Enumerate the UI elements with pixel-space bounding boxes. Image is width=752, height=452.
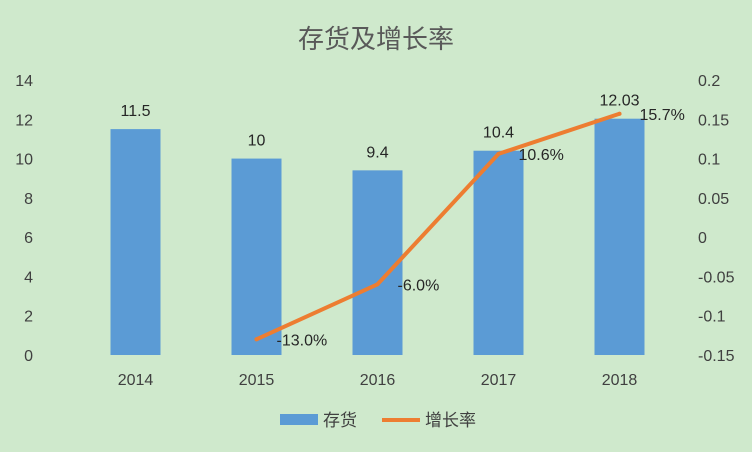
line-data-labels: -13.0% -6.0% 10.6% 15.7% [277,107,685,349]
bar-2017 [473,150,524,355]
right-tick-0.2: 0.2 [698,73,720,90]
left-tick-12: 12 [15,112,33,129]
line-point-2016 [375,282,380,287]
bar-2015 [231,158,282,355]
line-label-2018: 15.7% [640,107,685,124]
right-tick-0.1: 0.1 [698,152,720,169]
right-tick--0.05: -0.05 [698,269,735,286]
left-tick-6: 6 [24,230,33,247]
left-tick-10: 10 [15,152,33,169]
bar-label-2018: 12.03 [599,93,639,110]
legend-swatch-bar [280,414,318,425]
right-tick--0.15: -0.15 [698,348,735,365]
bar-label-2017: 10.4 [483,125,514,142]
bar-2018 [594,118,645,355]
growth-rate-line [254,111,622,342]
bar-2016 [352,170,403,355]
right-tick-0: 0 [698,230,707,247]
bar-data-labels: 11.5 10 9.4 10.4 12.03 [121,93,640,162]
chart-title: 存货及增长率 [298,25,454,55]
bar-label-2014: 11.5 [121,103,151,120]
left-tick-4: 4 [24,269,33,286]
x-tick-2015: 2015 [239,372,275,389]
x-axis-ticks: 2014 2015 2016 2017 2018 [118,372,638,389]
x-tick-2014: 2014 [118,372,154,389]
legend-label-line: 增长率 [425,411,476,431]
left-tick-14: 14 [15,73,33,90]
right-tick--0.1: -0.1 [698,309,726,326]
left-tick-8: 8 [24,191,33,208]
right-axis-ticks: -0.15 -0.1 -0.05 0 0.05 0.1 0.15 0.2 [698,73,735,365]
bar-2014 [110,129,161,355]
line-series [254,111,622,342]
legend: 存货 增长率 [280,411,476,431]
line-point-2015 [254,337,259,342]
bar-label-2015: 10 [248,133,266,150]
x-tick-2016: 2016 [360,372,396,389]
line-label-2017: 10.6% [519,147,564,164]
x-tick-2017: 2017 [481,372,517,389]
bar-series [110,118,645,355]
legend-label-bar: 存货 [323,411,357,431]
x-tick-2018: 2018 [602,372,638,389]
line-point-2018 [617,111,622,116]
left-tick-0: 0 [24,348,33,365]
right-tick-0.15: 0.15 [698,112,729,129]
line-label-2016: -6.0% [398,277,440,294]
line-label-2015: -13.0% [277,332,328,349]
left-axis-ticks: 0 2 4 6 8 10 12 14 [15,73,33,365]
left-tick-2: 2 [24,309,33,326]
right-tick-0.05: 0.05 [698,191,729,208]
line-point-2017 [496,151,501,156]
bar-label-2016: 9.4 [366,144,388,161]
